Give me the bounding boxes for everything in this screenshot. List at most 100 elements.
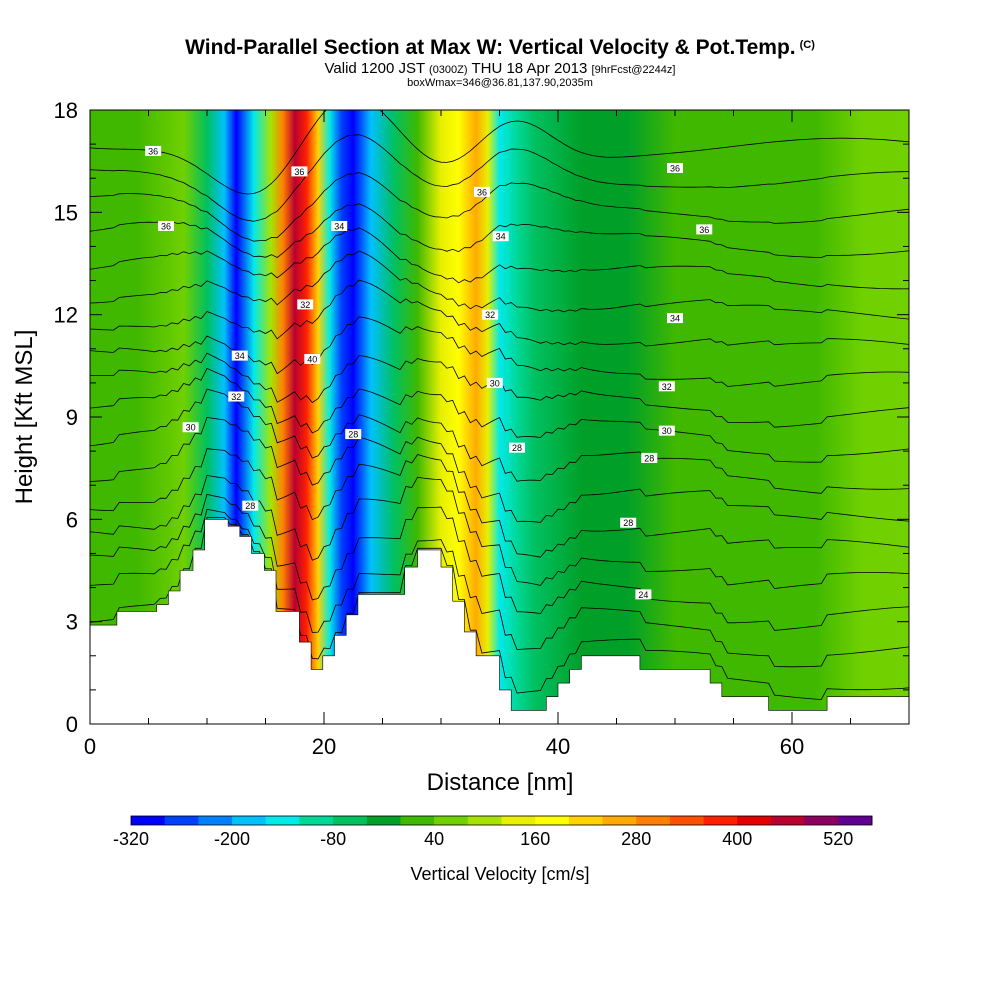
colorbar-swatch (737, 816, 772, 825)
contour-labels: 36 36 36 34 32 40 34 32 30 28 28 36 34 32 30 28 36 36 34 32… (145, 145, 713, 600)
colorbar-swatch (703, 816, 738, 825)
colorbar-swatch (602, 816, 637, 825)
colorbar-tick-label: -200 (214, 829, 250, 849)
contour-label-bg (658, 425, 675, 436)
colorbar-tick-label: -320 (113, 829, 149, 849)
colorbar-swatch (771, 816, 806, 825)
theta-contour-line (90, 250, 909, 320)
contour-label: 28 (345, 429, 362, 440)
colorbar-swatch (333, 816, 368, 825)
contour-label: 28 (242, 500, 259, 511)
colorbar-swatch (366, 816, 401, 825)
contour-label: 36 (696, 224, 713, 235)
contour-label-text: 34 (496, 232, 506, 242)
contour-label-text: 32 (300, 300, 310, 310)
colorbar-swatch (838, 816, 873, 825)
colorbar-swatch (636, 816, 671, 825)
contour-label: 36 (291, 166, 308, 177)
chart-title-text: Wind-Parallel Section at Max W: Vertical… (185, 36, 796, 59)
contour-label: 32 (297, 299, 314, 310)
y-tick-label: 6 (66, 507, 78, 532)
contour-label-bg (486, 377, 503, 388)
colorbar: -320 -200 -80 40 160 280 400 520 (113, 815, 873, 849)
theta-contour-line (90, 416, 909, 523)
contour-label: 28 (620, 517, 637, 528)
chart-title: Wind-Parallel Section at Max W: Vertical… (0, 36, 1000, 60)
contour-label-bg (231, 350, 248, 361)
contour-label: 24 (635, 589, 652, 600)
theta-contour-line (90, 508, 909, 668)
contour-label-text: 28 (623, 518, 633, 528)
contour-label-bg (492, 231, 509, 242)
contour-label-bg (667, 162, 683, 173)
theta-contour-line (90, 134, 909, 222)
colorbar-swatch (669, 816, 705, 825)
contour-label: 36 (473, 186, 490, 197)
contour-label-text: 36 (294, 167, 304, 177)
contour-label: 36 (145, 145, 162, 156)
colorbar-tick-label: 280 (621, 829, 651, 849)
contour-label-text: 36 (699, 225, 709, 235)
contour-label: 28 (509, 442, 526, 453)
y-tick-label: 15 (54, 200, 78, 225)
contour-label-bg (242, 500, 259, 511)
contour-label: 34 (667, 313, 683, 324)
colorbar-swatch (501, 816, 536, 825)
x-tick-label: 20 (312, 734, 336, 759)
contour-label-bg (304, 354, 321, 365)
contour-label: 32 (658, 381, 675, 392)
colorbar-label: Vertical Velocity [cm/s] (410, 864, 589, 884)
theta-contour-line (90, 367, 909, 463)
theta-contour-line (90, 279, 909, 347)
contour-label-text: 34 (334, 221, 344, 231)
theta-contour-line (90, 227, 909, 290)
theta-contour-line (90, 203, 909, 258)
theta-contour-line (90, 110, 909, 195)
contour-label-text: 32 (231, 392, 241, 402)
contour-label-bg (696, 224, 713, 235)
contour-label-bg (667, 313, 683, 324)
theta-contours (90, 110, 909, 700)
chart-subtitle-2: boxWmax=346@36.81,137.90,2035m (407, 77, 593, 89)
colorbar-swatch (299, 816, 334, 825)
theta-contour-line (90, 448, 909, 558)
y-tick-label: 9 (66, 405, 78, 430)
contour-label-bg (473, 186, 490, 197)
subtitle-date: THU 18 Apr 2013 (471, 60, 588, 77)
contour-label: 30 (486, 377, 503, 388)
copyright-mark: (C) (799, 39, 815, 51)
contour-label: 30 (182, 422, 199, 433)
contour-label-text: 28 (644, 453, 654, 463)
theta-contour-line (90, 493, 909, 631)
contour-label-bg (345, 429, 362, 440)
theta-contour-line (90, 388, 909, 494)
contour-label: 36 (158, 220, 175, 231)
contour-label: 30 (658, 425, 675, 436)
subtitle-forecast: [9hrFcst@2244z] (591, 64, 676, 76)
contour-label-bg (145, 145, 162, 156)
contour-label-text: 40 (307, 355, 317, 365)
y-tick-label: 12 (54, 303, 78, 328)
colorbar-swatch (265, 816, 300, 825)
contour-label-text: 30 (662, 426, 672, 436)
contour-label: 34 (331, 220, 348, 231)
colorbar-swatch (568, 816, 604, 825)
colorbar-swatch (232, 816, 267, 825)
contour-label: 28 (641, 452, 658, 463)
contour-label-bg (182, 422, 199, 433)
contour-label-text: 36 (161, 221, 171, 231)
contour-label-text: 30 (490, 378, 500, 388)
contour-label-text: 34 (670, 314, 680, 324)
contour-label-bg (482, 309, 499, 320)
plot-area (90, 110, 909, 724)
colorbar-frame (130, 815, 873, 826)
contour-label-text: 36 (477, 187, 487, 197)
x-tick-label: 40 (546, 734, 570, 759)
colorbar-swatch (535, 816, 570, 825)
contour-label-text: 30 (186, 423, 196, 433)
colorbar-tick-label: 400 (722, 829, 752, 849)
colorbar-tick-label: 160 (520, 829, 550, 849)
contour-label-text: 34 (235, 351, 245, 361)
